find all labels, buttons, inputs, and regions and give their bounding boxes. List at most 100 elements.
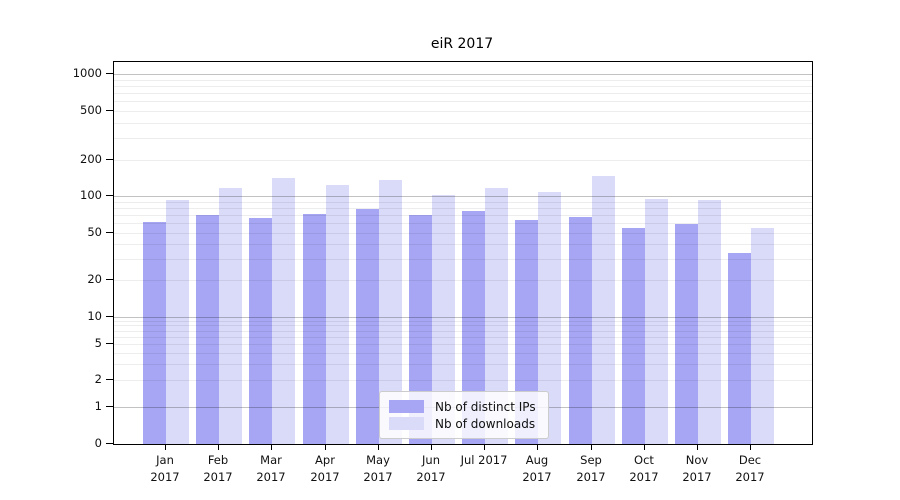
y-tick-mark — [106, 159, 113, 160]
x-tick-label: Mar 2017 — [256, 453, 286, 484]
bar-downloads-nov — [698, 200, 721, 444]
gridline-minor — [114, 280, 812, 281]
y-tick-mark — [106, 379, 113, 380]
y-tick-label: 0 — [94, 436, 102, 450]
x-tick-label: Nov 2017 — [682, 453, 712, 484]
bar-distinct-ips-mar — [249, 218, 272, 444]
y-tick-mark — [106, 406, 113, 407]
gridline-minor — [114, 321, 812, 322]
gridline-minor — [114, 337, 812, 338]
legend: Nb of distinct IPs Nb of downloads — [379, 391, 549, 439]
legend-label-distinct-ips: Nb of distinct IPs — [435, 399, 536, 414]
bar-downloads-aug — [538, 192, 561, 444]
y-tick-mark — [106, 195, 113, 196]
gridline-minor — [114, 86, 812, 87]
x-tick-label: Jan 2017 — [150, 453, 180, 484]
x-tick-label: Sep 2017 — [576, 453, 606, 484]
x-tick-mark — [325, 444, 326, 450]
x-tick-mark — [591, 444, 592, 450]
gridline-minor — [114, 380, 812, 381]
y-tick-label: 100 — [80, 188, 102, 202]
gridline-minor — [114, 208, 812, 209]
x-tick-label: Dec 2017 — [735, 453, 765, 484]
x-tick-label: Aug 2017 — [522, 453, 552, 484]
x-tick-mark — [750, 444, 751, 450]
bar-distinct-ips-nov — [675, 224, 698, 444]
gridline-minor — [114, 101, 812, 102]
bar-downloads-sep — [592, 176, 615, 444]
gridline-minor — [114, 111, 812, 112]
y-tick-mark — [106, 110, 113, 111]
gridline-minor — [114, 223, 812, 224]
gridline-major — [114, 317, 812, 318]
bar-distinct-ips-may — [356, 209, 379, 444]
legend-item-downloads: Nb of downloads — [380, 417, 548, 431]
x-tick-label: May 2017 — [363, 453, 393, 484]
y-tick-label: 500 — [80, 103, 102, 117]
y-tick-mark — [106, 316, 113, 317]
gridline-minor — [114, 233, 812, 234]
bar-downloads-jan — [166, 200, 189, 444]
gridline-minor — [114, 215, 812, 216]
gridline-minor — [114, 344, 812, 345]
gridline-major — [114, 74, 812, 75]
y-tick-mark — [106, 443, 113, 444]
gridline-minor — [114, 138, 812, 139]
x-tick-mark — [484, 444, 485, 450]
gridline-minor — [114, 325, 812, 326]
bar-downloads-oct — [645, 199, 668, 444]
bar-downloads-may — [379, 180, 402, 444]
y-tick-mark — [106, 279, 113, 280]
chart-title: eiR 2017 — [430, 36, 494, 52]
gridline-minor — [114, 160, 812, 161]
bar-downloads-jun — [432, 195, 455, 444]
bar-downloads-feb — [219, 188, 242, 444]
y-tick-label: 5 — [94, 336, 102, 350]
gridline-minor — [114, 244, 812, 245]
y-tick-label: 1 — [94, 399, 102, 413]
gridline-minor — [114, 93, 812, 94]
y-tick-label: 2 — [94, 372, 102, 386]
plot-area: Nb of distinct IPs Nb of downloads — [113, 61, 813, 445]
x-tick-mark — [431, 444, 432, 450]
x-tick-label: Oct 2017 — [629, 453, 659, 484]
bar-downloads-apr — [326, 185, 349, 444]
bar-distinct-ips-dec — [728, 253, 751, 444]
legend-swatch-downloads — [389, 417, 424, 430]
gridline-minor — [114, 259, 812, 260]
gridline-minor — [114, 331, 812, 332]
bar-distinct-ips-oct — [622, 228, 645, 444]
bar-distinct-ips-sep — [569, 217, 592, 444]
bar-downloads-mar — [272, 178, 295, 444]
bar-distinct-ips-aug — [515, 220, 538, 444]
bar-distinct-ips-jul — [462, 211, 485, 444]
y-tick-mark — [106, 343, 113, 344]
bar-distinct-ips-jun — [409, 215, 432, 444]
y-tick-label: 1000 — [72, 66, 102, 80]
bar-distinct-ips-apr — [303, 214, 326, 444]
x-tick-mark — [697, 444, 698, 450]
gridline-minor — [114, 202, 812, 203]
x-tick-mark — [378, 444, 379, 450]
x-tick-mark — [644, 444, 645, 450]
x-tick-mark — [271, 444, 272, 450]
x-tick-label: Jun 2017 — [416, 453, 446, 484]
x-tick-mark — [165, 444, 166, 450]
y-tick-label: 200 — [80, 152, 102, 166]
x-tick-label: Jul 2017 — [460, 453, 508, 467]
x-tick-label: Apr 2017 — [310, 453, 340, 484]
y-tick-label: 10 — [87, 309, 102, 323]
y-tick-mark — [106, 73, 113, 74]
y-tick-mark — [106, 232, 113, 233]
legend-item-distinct-ips: Nb of distinct IPs — [380, 400, 548, 414]
x-tick-mark — [537, 444, 538, 450]
y-tick-label: 20 — [87, 272, 102, 286]
legend-swatch-distinct-ips — [389, 400, 424, 413]
gridline-minor — [114, 80, 812, 81]
gridline-minor — [114, 353, 812, 354]
gridline-minor — [114, 123, 812, 124]
x-tick-mark — [218, 444, 219, 450]
bar-downloads-jul — [485, 188, 508, 444]
legend-label-downloads: Nb of downloads — [435, 416, 536, 431]
